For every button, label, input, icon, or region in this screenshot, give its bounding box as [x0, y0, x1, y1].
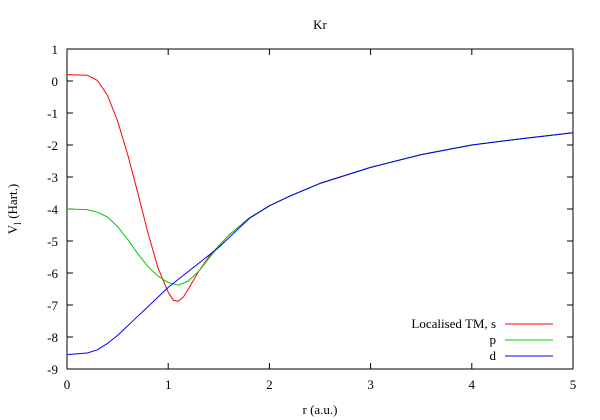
series-line-p [66, 132, 574, 286]
y-tick-label: -6 [47, 266, 58, 281]
x-tick-label: 4 [469, 377, 476, 392]
legend-label-p: p [490, 332, 497, 347]
y-tick-label: -8 [47, 330, 58, 345]
y-tick-label: -3 [47, 170, 58, 185]
series-line-s [66, 74, 574, 302]
y-tick-label: -4 [47, 202, 58, 217]
chart-title: Kr [313, 17, 327, 32]
x-tick-label: 5 [570, 377, 577, 392]
legend: Localised TM, s p d [411, 316, 553, 363]
series-line-d [66, 132, 574, 356]
y-axis-label-main: V [5, 224, 20, 234]
x-tick-label: 2 [266, 377, 273, 392]
legend-label-d: d [490, 348, 497, 363]
y-tick-label: -1 [47, 106, 58, 121]
series-lines [66, 74, 574, 356]
x-axis-label: r (a.u.) [302, 402, 337, 417]
x-tick-label: 0 [64, 377, 71, 392]
x-axis: 0 1 2 3 4 5 [64, 49, 577, 392]
x-tick-label: 3 [367, 377, 374, 392]
y-axis-label-unit: (Hart.) [5, 184, 20, 222]
y-axis-label-sub: l [13, 222, 24, 225]
y-tick-label: -5 [47, 234, 58, 249]
legend-label-s: Localised TM, s [411, 316, 496, 331]
x-tick-label: 1 [165, 377, 172, 392]
y-tick-label: -7 [47, 298, 58, 313]
y-tick-label: 0 [52, 74, 59, 89]
y-tick-label: 1 [52, 42, 59, 57]
y-tick-label: -9 [47, 362, 58, 377]
y-axis-label: Vl (Hart.) [5, 184, 24, 234]
plot-frame [66, 48, 574, 370]
y-tick-label: -2 [47, 138, 58, 153]
